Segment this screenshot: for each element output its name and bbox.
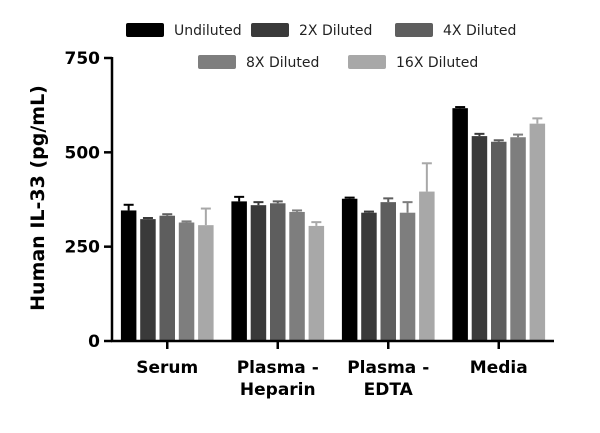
legend-swatch	[395, 23, 433, 37]
bar	[341, 198, 358, 341]
bar	[120, 210, 137, 341]
bar	[198, 225, 214, 341]
bars-area	[120, 106, 546, 341]
x-category-label: Plasma -	[347, 358, 429, 378]
legend-swatch	[348, 55, 386, 69]
y-tick-label: 500	[65, 143, 101, 163]
bar	[140, 219, 156, 341]
legend-label: 8X Diluted	[246, 55, 319, 71]
bar	[510, 137, 526, 341]
legend-item: 8X Diluted	[198, 55, 319, 71]
bar	[289, 211, 305, 341]
legend-item: 2X Diluted	[251, 23, 372, 39]
bar	[380, 202, 396, 341]
y-axis-label: Human IL-33 (pg/mL)	[27, 85, 49, 311]
bar	[452, 108, 468, 341]
bar	[159, 215, 175, 341]
bar	[178, 222, 195, 341]
legend-label: 4X Diluted	[443, 23, 516, 39]
x-category-label: Media	[470, 358, 528, 378]
legend-swatch	[251, 23, 289, 37]
bar	[270, 203, 286, 341]
bar	[529, 123, 546, 341]
y-axis: 0 250 500 750	[65, 49, 114, 352]
bar	[361, 212, 377, 341]
x-category-label: Plasma -	[237, 358, 319, 378]
legend-label: Undiluted	[174, 23, 242, 39]
bar	[471, 136, 488, 341]
bar	[250, 205, 267, 341]
bar	[231, 201, 247, 341]
legend-label: 2X Diluted	[299, 23, 372, 39]
legend-label: 16X Diluted	[396, 55, 478, 71]
legend: Undiluted 2X Diluted 4X Diluted 8X Diluted 1…	[126, 23, 516, 71]
bar	[419, 191, 435, 341]
legend-swatch	[126, 23, 164, 37]
legend-item: Undiluted	[126, 23, 242, 39]
x-category-label: Serum	[136, 358, 198, 378]
legend-swatch	[198, 55, 236, 69]
x-category-label: EDTA	[364, 380, 414, 400]
y-tick-label: 0	[88, 332, 100, 352]
legend-item: 16X Diluted	[348, 55, 478, 71]
bar	[491, 141, 507, 341]
bar	[399, 212, 416, 341]
legend-item: 4X Diluted	[395, 23, 516, 39]
bar	[308, 225, 325, 341]
y-tick-label: 250	[65, 238, 101, 258]
x-category-label: Heparin	[240, 380, 316, 400]
y-tick-label: 750	[65, 49, 101, 69]
